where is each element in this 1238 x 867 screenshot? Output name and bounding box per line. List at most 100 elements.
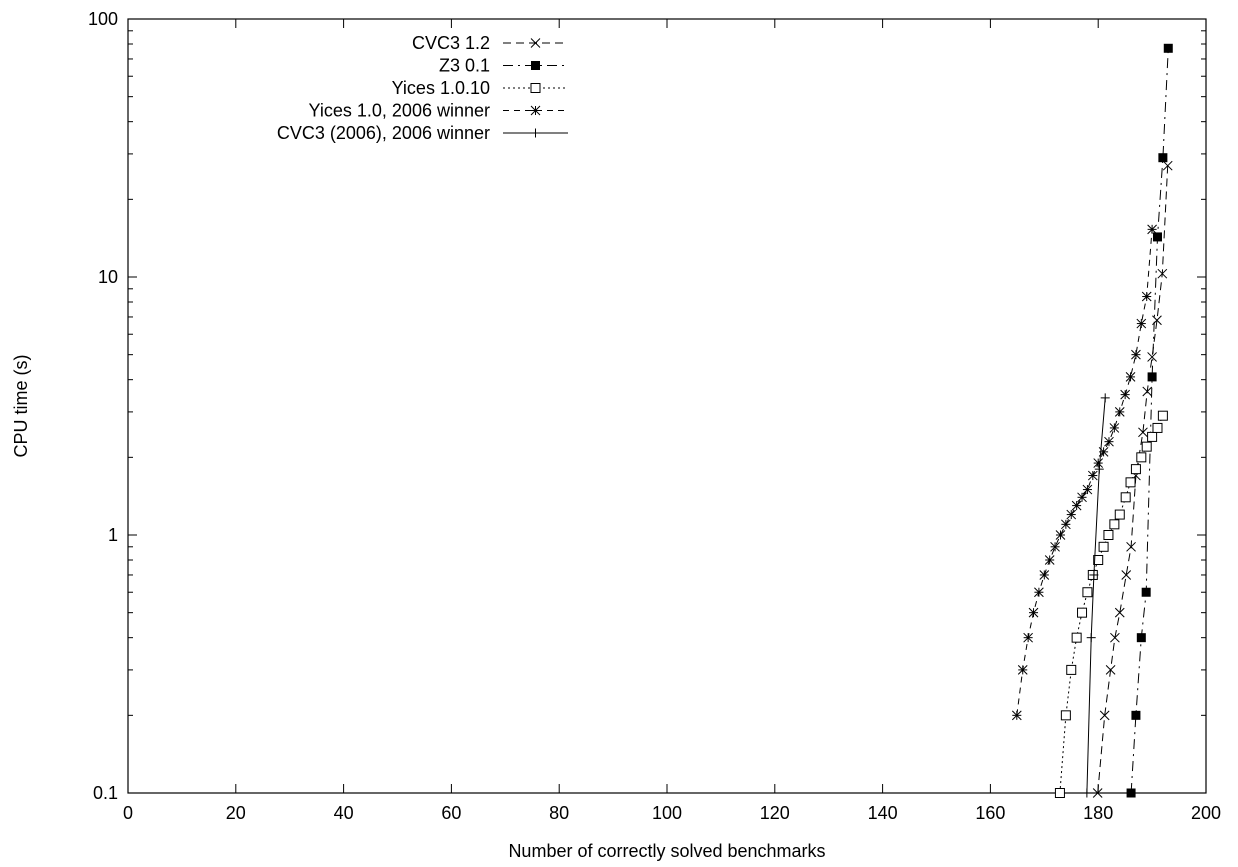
y-axis-label: CPU time (s) bbox=[11, 355, 31, 458]
data-point bbox=[1125, 477, 1136, 488]
data-point bbox=[1061, 519, 1071, 530]
data-point bbox=[1050, 541, 1060, 552]
legend-label: CVC3 (2006), 2006 winner bbox=[277, 123, 490, 143]
y-tick-label: 100 bbox=[88, 9, 118, 29]
data-point bbox=[1141, 587, 1151, 597]
y-tick-label: 0.1 bbox=[93, 783, 118, 803]
data-point bbox=[531, 61, 540, 70]
data-point bbox=[1162, 160, 1173, 171]
x-tick-label: 20 bbox=[226, 803, 246, 823]
data-point bbox=[1011, 710, 1022, 721]
data-point bbox=[1158, 153, 1168, 163]
data-point bbox=[1109, 423, 1120, 433]
x-axis-label: Number of correctly solved benchmarks bbox=[508, 841, 825, 861]
data-point bbox=[1066, 509, 1077, 520]
x-tick-label: 0 bbox=[123, 803, 133, 823]
series-line bbox=[1097, 165, 1169, 794]
data-point bbox=[1131, 349, 1141, 360]
data-point bbox=[1093, 458, 1104, 468]
data-point bbox=[1039, 570, 1050, 580]
data-point bbox=[1121, 570, 1132, 580]
data-point bbox=[1060, 710, 1071, 721]
data-point bbox=[1130, 464, 1141, 475]
data-point bbox=[1120, 389, 1131, 400]
series-5 bbox=[1082, 393, 1110, 798]
legend-item: Yices 1.0, 2006 winner bbox=[309, 101, 568, 121]
x-tick-label: 180 bbox=[1083, 803, 1113, 823]
data-point bbox=[531, 128, 540, 138]
data-point bbox=[1109, 519, 1120, 530]
x-tick-label: 80 bbox=[549, 803, 569, 823]
data-point bbox=[1138, 427, 1148, 438]
data-point bbox=[1141, 441, 1152, 452]
data-point bbox=[1071, 500, 1082, 511]
data-point bbox=[1017, 665, 1028, 675]
data-point bbox=[1082, 484, 1093, 495]
data-point bbox=[1066, 664, 1077, 675]
data-point bbox=[1136, 452, 1147, 463]
data-point bbox=[1125, 372, 1136, 382]
data-point bbox=[1114, 607, 1125, 618]
data-point bbox=[530, 105, 541, 116]
data-point bbox=[1099, 710, 1110, 721]
legend-label: Z3 0.1 bbox=[439, 56, 490, 76]
data-point bbox=[1044, 555, 1055, 565]
data-point bbox=[1093, 555, 1104, 566]
data-point bbox=[1100, 393, 1110, 403]
data-point bbox=[1110, 632, 1120, 643]
data-point bbox=[1147, 431, 1158, 442]
data-point bbox=[1034, 587, 1044, 598]
data-point bbox=[1136, 318, 1147, 329]
data-point bbox=[1163, 43, 1173, 53]
data-point bbox=[1094, 464, 1104, 474]
data-point bbox=[1104, 436, 1114, 447]
data-point bbox=[1105, 665, 1116, 675]
data-point bbox=[1092, 788, 1103, 798]
x-tick-label: 200 bbox=[1191, 803, 1221, 823]
legend-item: Z3 0.1 bbox=[439, 56, 568, 76]
data-point bbox=[1086, 633, 1096, 643]
series-layer bbox=[1011, 43, 1173, 798]
data-point bbox=[1077, 492, 1087, 503]
x-tick-label: 60 bbox=[441, 803, 461, 823]
legend-item: Yices 1.0.10 bbox=[392, 78, 568, 98]
legend-label: CVC3 1.2 bbox=[412, 33, 490, 53]
data-point bbox=[1147, 224, 1157, 235]
data-point bbox=[1054, 788, 1065, 798]
legend-item: CVC3 (2006), 2006 winner bbox=[277, 123, 568, 143]
data-point bbox=[1142, 386, 1153, 397]
series-3 bbox=[1054, 410, 1168, 798]
legend-label: Yices 1.0, 2006 winner bbox=[309, 101, 490, 121]
x-axis-ticks: 0 20 40 60 80 100 120 140 160 180 200 bbox=[123, 19, 1221, 823]
data-point bbox=[1126, 541, 1136, 552]
data-point bbox=[1023, 632, 1033, 643]
data-point bbox=[1152, 232, 1162, 242]
data-point bbox=[1147, 372, 1157, 382]
data-point bbox=[1157, 410, 1168, 421]
series-line bbox=[1130, 48, 1169, 794]
data-point bbox=[1120, 492, 1131, 503]
data-point bbox=[1136, 633, 1146, 643]
data-point bbox=[1141, 291, 1152, 302]
data-point bbox=[1028, 607, 1039, 618]
x-tick-label: 140 bbox=[868, 803, 898, 823]
data-point bbox=[1087, 470, 1098, 481]
data-point bbox=[1126, 788, 1136, 798]
legend-label: Yices 1.0.10 bbox=[392, 78, 490, 98]
data-point bbox=[1089, 570, 1099, 580]
data-point bbox=[1157, 268, 1168, 279]
data-point bbox=[1077, 607, 1088, 618]
y-axis-ticks: 0.1 1 10 100 bbox=[88, 9, 1206, 803]
series-line bbox=[1059, 415, 1164, 794]
x-tick-label: 120 bbox=[760, 803, 790, 823]
data-point bbox=[1103, 530, 1114, 540]
x-tick-label: 160 bbox=[975, 803, 1005, 823]
series-1 bbox=[1092, 160, 1173, 798]
data-point bbox=[1082, 788, 1092, 798]
data-point bbox=[1082, 587, 1093, 598]
series-2 bbox=[1126, 43, 1173, 798]
data-point bbox=[1114, 509, 1125, 520]
data-point bbox=[1098, 541, 1109, 552]
